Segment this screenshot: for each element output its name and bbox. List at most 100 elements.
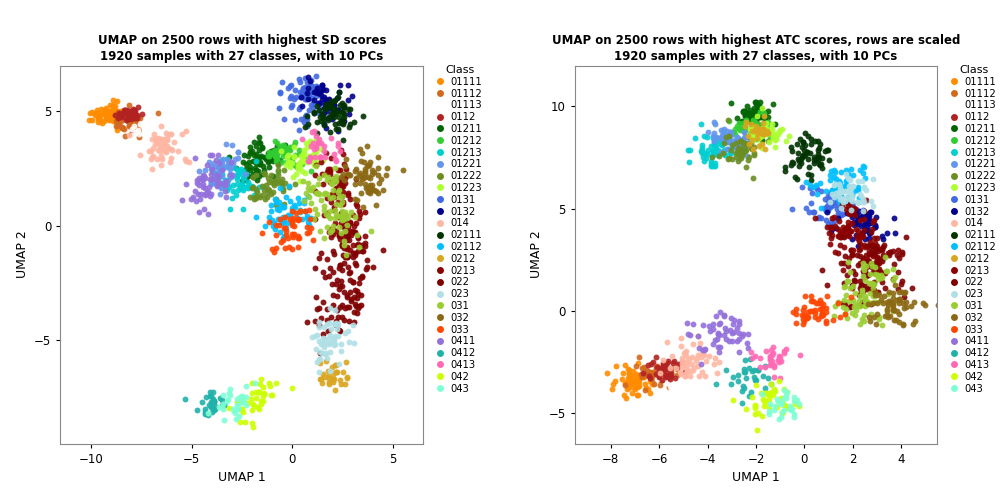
Point bbox=[869, 254, 885, 262]
Point bbox=[857, 302, 873, 310]
Point bbox=[832, 188, 848, 196]
Point bbox=[776, 349, 792, 357]
Point bbox=[219, 179, 235, 187]
Point bbox=[109, 126, 125, 134]
Point bbox=[149, 138, 165, 146]
Point bbox=[333, 117, 349, 125]
Point bbox=[150, 146, 166, 154]
Point bbox=[254, 144, 270, 152]
Point bbox=[310, 189, 327, 197]
Point bbox=[737, 139, 753, 147]
Point bbox=[203, 190, 219, 198]
Point bbox=[862, 229, 878, 237]
Point bbox=[340, 191, 356, 199]
Point bbox=[852, 166, 868, 174]
Point bbox=[818, 203, 835, 211]
Point bbox=[305, 161, 322, 169]
Point bbox=[121, 115, 137, 123]
Point bbox=[326, 301, 342, 309]
Point bbox=[278, 224, 294, 232]
Point bbox=[208, 180, 224, 188]
Point bbox=[118, 112, 134, 120]
Point bbox=[108, 110, 124, 118]
Point bbox=[336, 214, 352, 222]
Point bbox=[333, 166, 349, 174]
Point bbox=[640, 385, 656, 393]
Point bbox=[761, 407, 777, 415]
Point bbox=[329, 367, 345, 375]
Point bbox=[735, 330, 751, 338]
Point bbox=[659, 373, 675, 382]
Point bbox=[307, 317, 324, 325]
Point bbox=[319, 255, 335, 263]
Point bbox=[773, 395, 789, 403]
Point bbox=[340, 233, 356, 241]
Point bbox=[865, 286, 881, 294]
Point bbox=[223, 173, 239, 181]
Point bbox=[309, 99, 326, 107]
Point bbox=[244, 184, 260, 193]
Point bbox=[247, 157, 263, 165]
Point bbox=[129, 114, 145, 122]
Point bbox=[787, 173, 803, 181]
Point bbox=[663, 352, 679, 360]
Point bbox=[744, 131, 760, 139]
Point bbox=[303, 83, 320, 91]
Point bbox=[852, 297, 868, 305]
Point bbox=[726, 328, 742, 336]
Point bbox=[305, 139, 322, 147]
Point bbox=[264, 245, 280, 253]
Point bbox=[903, 302, 919, 310]
Point bbox=[888, 316, 904, 324]
Point bbox=[293, 158, 309, 166]
Point bbox=[784, 159, 800, 167]
Point bbox=[757, 385, 773, 393]
Point bbox=[264, 391, 280, 399]
Point bbox=[303, 152, 320, 160]
Point bbox=[334, 282, 350, 290]
Point bbox=[744, 367, 760, 375]
Point bbox=[293, 215, 309, 223]
Point bbox=[317, 211, 333, 219]
Point bbox=[735, 149, 751, 157]
Point bbox=[332, 282, 348, 290]
Point bbox=[832, 228, 848, 236]
Point bbox=[357, 167, 373, 175]
Point bbox=[626, 377, 642, 385]
Point bbox=[841, 231, 857, 239]
Point bbox=[370, 189, 386, 197]
Point bbox=[362, 184, 378, 192]
Point bbox=[768, 135, 784, 143]
Point bbox=[711, 348, 727, 356]
Point bbox=[692, 147, 709, 155]
Point bbox=[868, 259, 884, 267]
Point bbox=[333, 380, 349, 388]
Point bbox=[312, 113, 329, 121]
Point bbox=[626, 381, 642, 389]
Point bbox=[232, 418, 248, 426]
Point bbox=[856, 226, 872, 234]
Point bbox=[615, 368, 631, 376]
Point bbox=[620, 385, 636, 393]
Point bbox=[810, 137, 827, 145]
Point bbox=[748, 122, 764, 130]
Point bbox=[269, 151, 285, 159]
Point bbox=[332, 223, 348, 231]
Point bbox=[210, 179, 226, 187]
Point bbox=[326, 175, 342, 183]
Point bbox=[761, 403, 777, 411]
Point bbox=[130, 126, 146, 134]
Point bbox=[293, 93, 309, 101]
Point bbox=[317, 340, 333, 348]
Point bbox=[830, 199, 846, 207]
Point bbox=[227, 409, 243, 417]
Point bbox=[316, 203, 332, 211]
Point bbox=[828, 175, 844, 183]
Point bbox=[347, 249, 363, 257]
Point bbox=[145, 131, 161, 139]
Point bbox=[880, 312, 896, 321]
Point bbox=[645, 369, 661, 377]
Point bbox=[333, 146, 349, 154]
Point bbox=[213, 156, 229, 164]
Point bbox=[331, 264, 347, 272]
